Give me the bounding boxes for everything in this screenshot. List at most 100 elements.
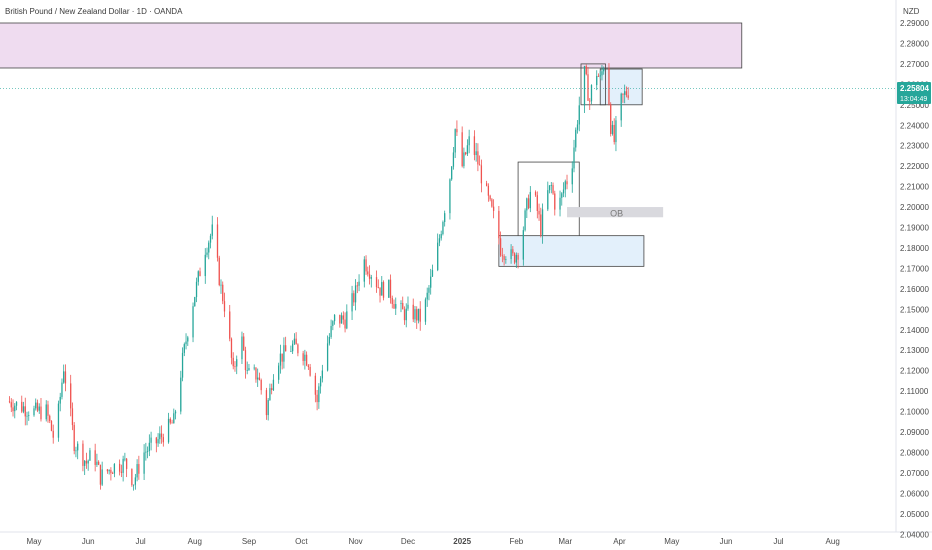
candle-body [625, 91, 628, 96]
candle-body [590, 85, 593, 102]
candle-body [185, 341, 187, 345]
candle-body [550, 185, 552, 186]
candle-body [477, 151, 479, 165]
candle-body [173, 413, 175, 424]
candle-body [332, 321, 334, 326]
candle-body [125, 458, 128, 469]
candle-body [33, 408, 35, 416]
candle-body [449, 179, 451, 214]
price-tick-label: 2.05000 [900, 510, 929, 519]
candle-body [108, 469, 110, 472]
candle-body [430, 276, 432, 288]
candle-body [98, 461, 100, 465]
candle-body [272, 379, 275, 391]
candle-body [416, 309, 418, 321]
candle-body [291, 343, 294, 352]
candle-body [388, 279, 390, 298]
candle-body [599, 75, 601, 77]
candle-body [162, 437, 164, 443]
candle-body [118, 463, 121, 472]
candle-body [611, 124, 614, 134]
price-tick-label: 2.29000 [900, 19, 929, 28]
ob-zone [567, 207, 664, 218]
candle-body [499, 238, 502, 256]
candle-body [85, 460, 88, 464]
candle-body [585, 66, 587, 75]
candle-body [437, 242, 439, 271]
candle-body [505, 259, 507, 260]
price-tick-label: 2.16000 [900, 285, 929, 294]
candle-body [475, 151, 477, 156]
candle-body [402, 303, 404, 310]
time-tick-label: Aug [188, 537, 202, 546]
candle-body [35, 402, 37, 409]
price-tick-label: 2.11000 [900, 387, 929, 396]
candle-body [283, 345, 285, 362]
candle-body [63, 371, 65, 383]
candle-body [610, 104, 612, 134]
candle-body [218, 257, 220, 286]
price-tick-label: 2.14000 [900, 326, 929, 335]
candle-body [8, 401, 11, 403]
candle-body [14, 405, 16, 412]
currency-label[interactable]: NZD [903, 7, 920, 16]
time-tick-label: 2025 [453, 537, 471, 546]
candle-body [393, 304, 395, 309]
candle-body [183, 344, 185, 353]
candle-body [414, 309, 416, 320]
price-axis[interactable]: 2.290002.280002.270002.260002.250002.240… [900, 19, 929, 539]
candle-body [491, 199, 493, 207]
candle-body [589, 100, 591, 102]
candle-body [243, 336, 245, 351]
candle-body [269, 388, 271, 401]
candle-body [526, 198, 528, 211]
candle-body [155, 437, 157, 444]
price-tick-label: 2.08000 [900, 448, 929, 457]
candle-body [197, 271, 199, 282]
candle-body [473, 136, 476, 156]
candle-body [99, 464, 102, 485]
candle-body [444, 213, 446, 223]
price-tick-label: 2.25000 [900, 101, 929, 110]
price-tick-label: 2.07000 [900, 469, 929, 478]
candle-body [195, 281, 198, 298]
candle-body [463, 152, 465, 167]
candle-body [517, 254, 519, 260]
candle-body [319, 378, 322, 387]
candle-body [529, 191, 531, 209]
candle-body [77, 443, 79, 451]
price-tick-label: 2.23000 [900, 142, 929, 151]
candle-body [75, 450, 77, 452]
candle-body [566, 181, 568, 185]
candle-body [181, 352, 184, 378]
candle-body [573, 147, 575, 169]
time-tick-label: Dec [401, 537, 415, 546]
candle-body [253, 367, 255, 369]
candle-body [368, 274, 371, 279]
candle-body [451, 166, 453, 180]
candle-body [601, 71, 603, 76]
candle-body [561, 193, 563, 198]
time-tick-label: Feb [509, 537, 523, 546]
time-tick-label: Jul [773, 537, 783, 546]
candle-body [538, 210, 540, 215]
candle-body [305, 354, 308, 366]
candle-body [330, 325, 332, 337]
candle-body [571, 168, 573, 185]
candle-body [400, 303, 402, 305]
candle-body [290, 351, 292, 353]
candle-body [527, 198, 530, 209]
candle-body [160, 433, 163, 438]
time-tick-label: Sep [242, 537, 257, 546]
time-tick-label: Aug [826, 537, 840, 546]
time-axis[interactable]: May Jun Jul Aug Sep Oct Nov Dec 2025 Feb Mar Apr May… [26, 537, 839, 546]
candle-body [232, 357, 234, 367]
candle-body [199, 271, 201, 277]
candle-body [428, 287, 430, 293]
candle-body [382, 282, 385, 298]
candle-body [248, 368, 250, 371]
time-tick-label: Mar [558, 537, 572, 546]
candle-body [192, 306, 194, 338]
